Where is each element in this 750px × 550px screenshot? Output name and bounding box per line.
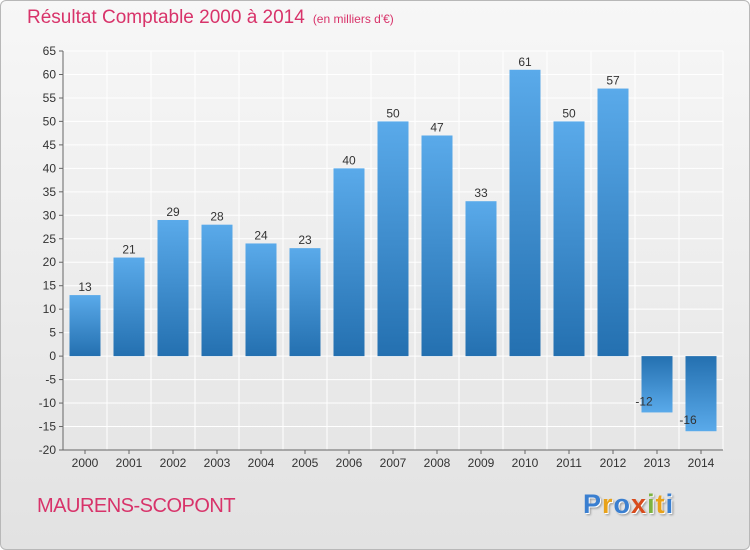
y-tick-label: 30: [43, 208, 57, 222]
x-tick-label: 2010: [512, 456, 539, 470]
y-tick-label: 0: [49, 349, 56, 363]
logo-letter: r: [602, 489, 614, 519]
value-label: 61: [518, 55, 532, 69]
x-tick-label: 2002: [160, 456, 187, 470]
value-label: 24: [254, 228, 268, 242]
x-tick-label: 2000: [72, 456, 99, 470]
x-tick-label: 2008: [424, 456, 451, 470]
x-tick-label: 2005: [292, 456, 319, 470]
y-tick-label: -20: [39, 443, 57, 457]
chart-title: Résultat Comptable 2000 à 2014: [27, 7, 305, 28]
y-tick-label: 20: [43, 255, 57, 269]
bar-2001: [113, 257, 145, 357]
value-label: 29: [166, 205, 180, 219]
bar-2013: [641, 356, 673, 413]
y-tick-label: -15: [39, 420, 57, 434]
y-tick-label: 10: [43, 302, 57, 316]
logo-letter: x: [631, 489, 648, 519]
x-tick-label: 2014: [688, 456, 715, 470]
logo-letter: t: [655, 489, 666, 519]
bar-2007: [377, 121, 409, 357]
y-tick-label: 15: [43, 279, 57, 293]
logo-letter: o: [613, 489, 632, 519]
bar-2004: [245, 243, 277, 357]
value-label: 40: [342, 153, 356, 167]
value-label: 13: [78, 280, 92, 294]
y-tick-label: 55: [43, 91, 57, 105]
x-tick-label: 2006: [336, 456, 363, 470]
x-tick-label: 2012: [600, 456, 627, 470]
bar-2002: [157, 219, 189, 357]
value-label: 50: [562, 106, 576, 120]
labels: 13 21 29 28 24 23 40 50 47 33 61 50 57 -12 -16: [78, 55, 697, 427]
chart-title-block: Résultat Comptable 2000 à 2014 (en millie…: [27, 7, 394, 29]
x-tick-label: 2007: [380, 456, 407, 470]
bar-2010: [509, 69, 541, 357]
y-tick-label: 45: [43, 138, 57, 152]
y-tick-label: 40: [43, 161, 57, 175]
y-tick-label: 60: [43, 67, 57, 81]
proxiti-logo[interactable]: Proxiti: [583, 489, 674, 520]
bar-2012: [597, 88, 629, 357]
value-label: 21: [122, 243, 136, 257]
axes: -20 -15 -10 -5 0 5 10 15 20 25 30 35 40 45 50 55 60 65 200…: [39, 44, 723, 470]
bar-2006: [333, 168, 365, 357]
x-tick-label: 2013: [644, 456, 671, 470]
value-label: 47: [430, 120, 444, 134]
bar-2014: [685, 356, 717, 432]
bar-2000: [69, 295, 101, 357]
bar-2003: [201, 224, 233, 357]
x-tick-label: 2003: [204, 456, 231, 470]
value-label: 33: [474, 186, 488, 200]
y-tick-label: -10: [39, 396, 57, 410]
commune-name: MAURENS-SCOPONT: [37, 495, 236, 517]
value-label: -16: [679, 413, 697, 427]
bar-2011: [553, 121, 585, 357]
y-tick-label: 35: [43, 185, 57, 199]
bar-2009: [465, 201, 497, 357]
y-tick-label: 25: [43, 232, 57, 246]
logo-letter: i: [665, 489, 675, 519]
value-label: -12: [635, 394, 653, 408]
bars: [69, 69, 717, 432]
logo-letter: P: [583, 489, 603, 519]
logo-letter: i: [647, 489, 656, 519]
value-label: 50: [386, 106, 400, 120]
x-tick-label: 2004: [248, 456, 275, 470]
value-label: 57: [606, 74, 620, 88]
x-tick-label: 2001: [116, 456, 143, 470]
value-label: 23: [298, 233, 312, 247]
value-label: 28: [210, 210, 224, 224]
bar-2005: [289, 248, 321, 357]
chart-unit: (en milliers d'€): [312, 12, 394, 26]
y-tick-label: 65: [43, 44, 57, 58]
y-tick-label: -5: [45, 373, 56, 387]
x-tick-label: 2011: [556, 456, 582, 470]
x-tick-label: 2009: [468, 456, 495, 470]
bar-2008: [421, 135, 453, 357]
y-tick-label: 5: [49, 326, 56, 340]
y-tick-label: 50: [43, 114, 57, 128]
